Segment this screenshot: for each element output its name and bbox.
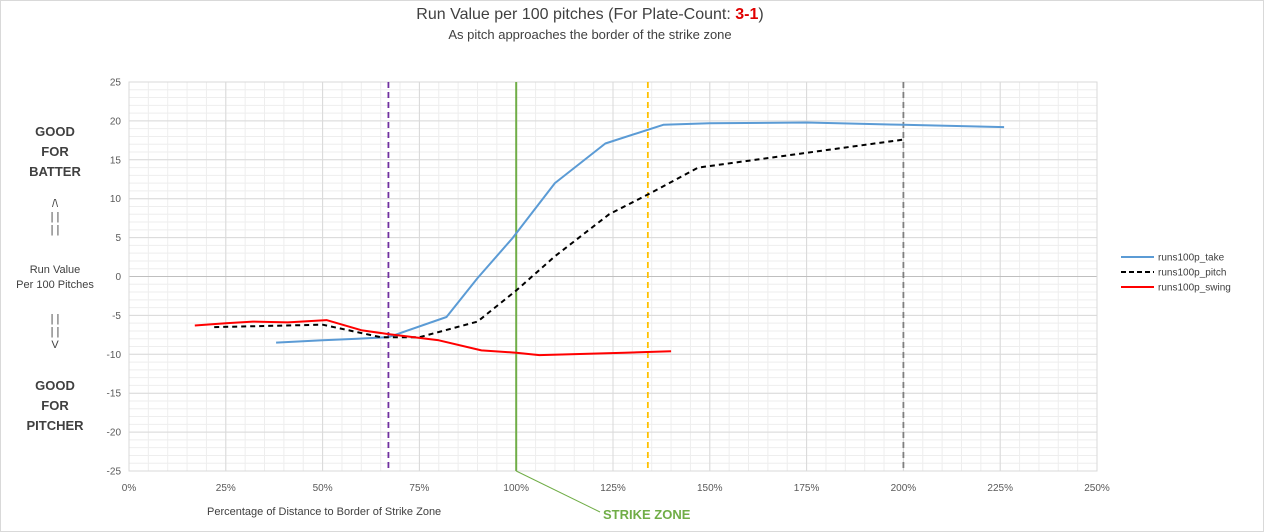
y-tick-label: -5 — [112, 311, 121, 322]
y-tick-label: -10 — [107, 350, 122, 361]
down-arrow-icon: | | | | V — [50, 313, 60, 351]
x-tick-label: 100% — [503, 483, 529, 494]
zone-waste: WASTE — [971, 57, 1028, 74]
x-tick-label: 50% — [313, 483, 333, 494]
x-tick-label: 250% — [1084, 483, 1110, 494]
y-tick-label: -20 — [107, 428, 122, 439]
strike-zone-leader-line — [515, 470, 601, 513]
x-tick-label: 125% — [600, 483, 626, 494]
plot-area — [128, 81, 1098, 472]
x-tick-label: 0% — [122, 483, 137, 494]
y-tick-label: 20 — [110, 116, 122, 127]
y-tick-label: 0 — [115, 272, 121, 283]
zone-heart: HEART — [226, 55, 282, 72]
x-tick-label: 25% — [216, 483, 236, 494]
x-tick-label: 175% — [794, 483, 820, 494]
y-tick-label: 5 — [115, 233, 121, 244]
y-tick-label: 25 — [110, 78, 122, 89]
zone-chase: CHASE — [749, 57, 805, 74]
legend-label: runs100p_pitch — [1158, 268, 1226, 279]
y-tick-label: 15 — [110, 155, 122, 166]
up-arrow-icon: /\ | | | | — [50, 198, 60, 236]
chart-subtitle: As pitch approaches the border of the st… — [448, 27, 732, 42]
x-axis-label: Percentage of Distance to Border of Stri… — [207, 506, 442, 518]
plate-count: 3-1 — [735, 6, 759, 23]
series-line-runs100p_swing — [194, 319, 672, 357]
series-line-runs100p_pitch — [214, 138, 904, 339]
chart-title: Run Value per 100 pitches (For Plate-Cou… — [416, 6, 764, 23]
y-tick-label: -25 — [107, 467, 122, 478]
good-for-pitcher-label: GOOD FOR PITCHER — [26, 378, 84, 433]
y-tick-label: -15 — [107, 389, 122, 400]
x-tick-label: 150% — [697, 483, 723, 494]
legend-label: runs100p_swing — [1158, 283, 1231, 294]
x-tick-label: 75% — [409, 483, 429, 494]
series-line-runs100p_take — [276, 121, 1005, 344]
strike-zone-label: STRIKE ZONE — [603, 507, 691, 522]
y-tick-label: 10 — [110, 194, 122, 205]
x-tick-label: 200% — [891, 483, 917, 494]
legend-label: runs100p_take — [1158, 253, 1225, 264]
good-for-batter-label: GOOD FOR BATTER — [29, 124, 81, 179]
run-value-label: Run Value Per 100 Pitches — [16, 264, 94, 291]
zone-shadow: SHADOW — [480, 55, 552, 72]
x-tick-label: 225% — [987, 483, 1013, 494]
